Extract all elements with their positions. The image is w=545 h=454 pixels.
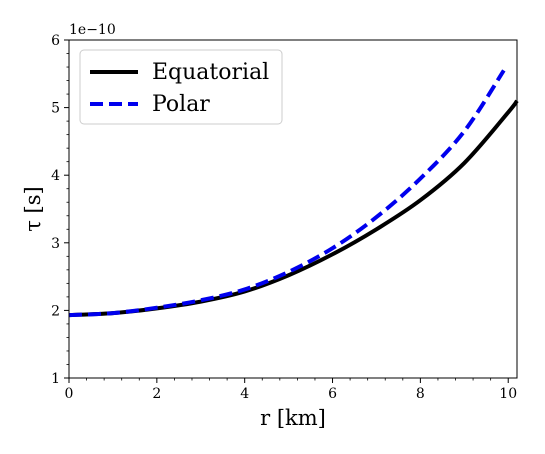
y-axis-ticks: 1 2 3 4 5 6 (51, 33, 69, 387)
y-tick-label: 3 (51, 236, 60, 252)
x-axis-ticks: 0 2 4 6 8 10 (65, 378, 517, 402)
x-axis-label: r [km] (260, 406, 326, 430)
series-line-equatorial (68, 99, 519, 318)
x-tick-label: 6 (328, 386, 337, 402)
y-offset-label: 1e−10 (69, 22, 116, 38)
y-axis-label: τ [s] (21, 186, 45, 231)
x-tick-label: 8 (416, 386, 425, 402)
series-layer (68, 69, 519, 318)
plot-frame (68, 39, 518, 379)
y-tick-label: 1 (51, 371, 60, 387)
x-tick-label: 4 (240, 386, 249, 402)
y-tick-label: 4 (51, 168, 60, 184)
legend: Equatorial Polar (79, 49, 283, 125)
x-tick-label: 10 (499, 386, 517, 402)
series-line-polar (68, 69, 506, 318)
x-tick-label: 2 (152, 386, 161, 402)
legend-label-polar: Polar (152, 92, 210, 117)
y-tick-label: 2 (51, 303, 60, 319)
y-tick-label: 6 (51, 33, 60, 49)
y-tick-label: 5 (51, 101, 60, 117)
legend-label-equatorial: Equatorial (152, 60, 269, 85)
x-tick-label: 0 (65, 386, 74, 402)
